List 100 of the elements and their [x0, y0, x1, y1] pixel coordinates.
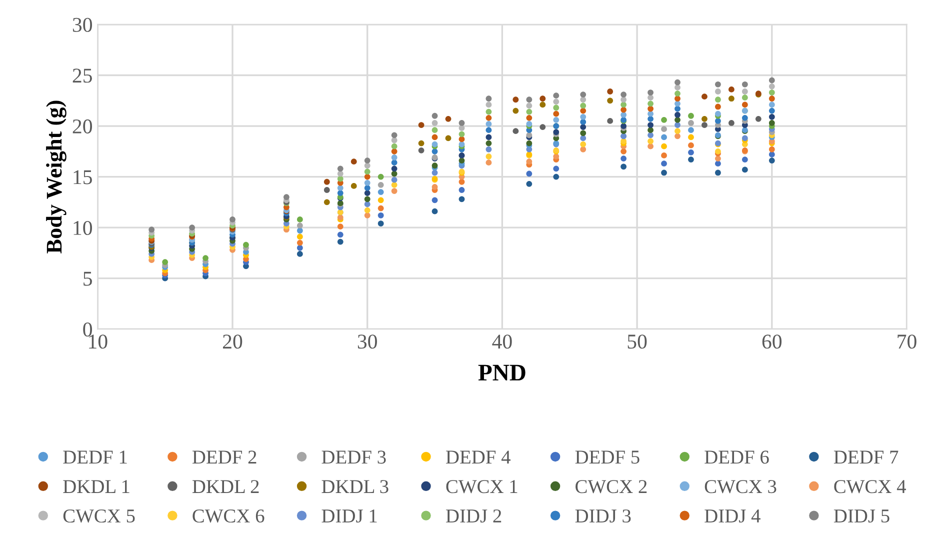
point	[580, 135, 586, 142]
point	[189, 224, 195, 231]
legend-label: DEDF 1	[63, 450, 127, 464]
point	[486, 127, 492, 134]
legend-label: DEDF 6	[704, 450, 769, 464]
point	[418, 147, 424, 154]
point	[674, 96, 680, 102]
point	[391, 176, 398, 183]
point	[486, 121, 492, 127]
point	[742, 88, 748, 94]
point	[337, 176, 344, 182]
point	[674, 133, 680, 140]
point	[391, 154, 398, 160]
point	[580, 102, 586, 109]
point	[486, 134, 492, 140]
point	[768, 158, 775, 164]
point	[715, 96, 721, 103]
point	[742, 81, 748, 88]
point	[580, 124, 586, 130]
point	[742, 114, 748, 121]
legend-label: CWCX 6	[192, 509, 264, 523]
point	[768, 77, 775, 84]
point	[540, 102, 546, 108]
point	[432, 197, 438, 204]
x-tick-label: 20	[223, 334, 242, 349]
point	[458, 187, 465, 193]
legend-label: DEDF 5	[575, 450, 640, 464]
point	[661, 170, 667, 176]
point	[337, 232, 344, 238]
legend-label: DKDL 1	[63, 480, 130, 493]
point	[768, 146, 775, 152]
point	[580, 119, 586, 125]
point	[620, 164, 627, 170]
legend-label: DIDJ 1	[322, 510, 377, 523]
legend-label: CWCX 5	[63, 509, 135, 523]
point	[661, 143, 667, 150]
point	[486, 96, 492, 102]
point	[337, 170, 344, 177]
point	[378, 197, 384, 204]
point	[458, 158, 465, 164]
point	[486, 160, 492, 166]
legend-label: DKDL 2	[192, 480, 259, 493]
point	[728, 96, 734, 102]
point	[243, 242, 249, 248]
point	[445, 135, 452, 142]
point	[526, 170, 532, 177]
point	[553, 174, 560, 180]
point	[486, 102, 492, 108]
point	[364, 212, 370, 218]
point	[661, 152, 667, 158]
point	[391, 137, 398, 144]
point	[768, 96, 775, 102]
point	[378, 205, 384, 212]
point	[324, 199, 330, 206]
point	[607, 88, 614, 94]
point	[364, 162, 370, 169]
point	[768, 90, 775, 96]
legend-label: DIDJ 3	[575, 509, 631, 523]
point	[728, 120, 734, 126]
y-tick-label: 15	[74, 170, 92, 184]
point	[607, 98, 614, 104]
point	[432, 112, 438, 119]
y-tick-label: 0	[83, 322, 92, 337]
point	[742, 102, 748, 108]
point	[350, 182, 357, 189]
point	[296, 228, 303, 234]
point	[768, 108, 775, 114]
point	[486, 146, 492, 152]
point	[620, 102, 627, 108]
point	[418, 140, 424, 146]
point	[648, 122, 654, 128]
point	[768, 120, 775, 126]
point	[391, 182, 398, 188]
point	[364, 190, 370, 196]
point	[661, 116, 667, 123]
x-tick-label: 60	[762, 334, 782, 349]
point	[553, 92, 560, 99]
point	[688, 112, 694, 119]
point	[540, 124, 546, 130]
point	[458, 178, 465, 185]
point	[553, 110, 560, 117]
point	[648, 94, 654, 101]
point	[378, 220, 384, 226]
legend-label: CWCX 2	[576, 480, 647, 494]
point	[364, 168, 370, 175]
point	[378, 212, 384, 218]
point	[296, 222, 303, 228]
point	[768, 83, 775, 90]
point	[364, 207, 370, 214]
point	[486, 154, 492, 160]
point	[688, 127, 694, 134]
point	[553, 98, 560, 105]
point	[486, 140, 492, 146]
point	[432, 127, 438, 134]
point	[648, 127, 654, 134]
legend-label: DIDJ 5	[834, 510, 890, 523]
legend-label: DEDF 7	[834, 450, 898, 464]
point	[648, 116, 654, 122]
point	[350, 158, 357, 165]
y-tick-label: 30	[72, 18, 92, 32]
